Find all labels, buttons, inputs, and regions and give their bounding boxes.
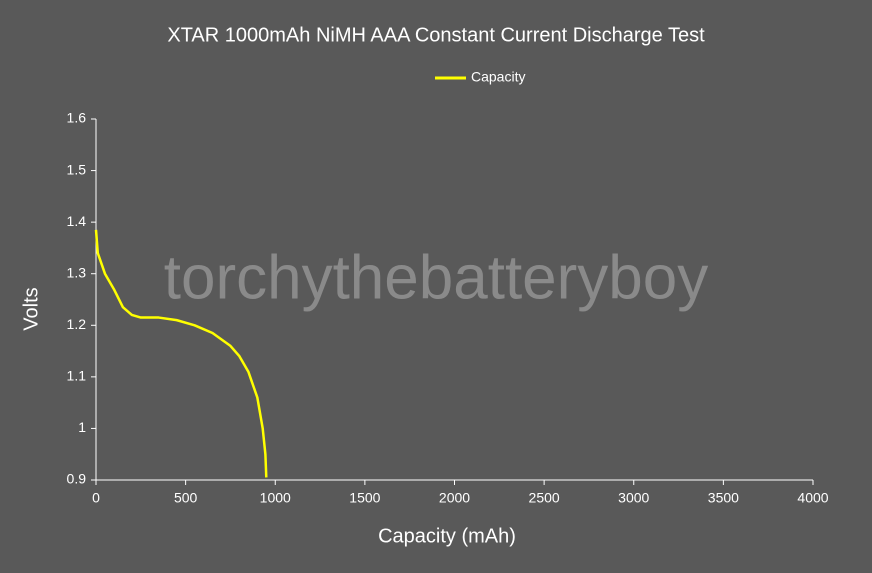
x-tick-label: 2000 — [439, 490, 470, 506]
y-tick-label: 0.9 — [67, 471, 87, 487]
x-tick-label: 500 — [174, 490, 198, 506]
x-tick-label: 2500 — [529, 490, 560, 506]
y-tick-label: 1 — [78, 419, 86, 435]
x-tick-label: 1500 — [349, 490, 380, 506]
y-axis-label: Volts — [20, 287, 42, 330]
x-tick-label: 1000 — [260, 490, 291, 506]
y-tick-label: 1.1 — [67, 368, 87, 384]
chart-title: XTAR 1000mAh NiMH AAA Constant Current D… — [167, 24, 705, 46]
y-tick-label: 1.5 — [67, 161, 87, 177]
y-tick-label: 1.6 — [67, 110, 87, 126]
x-tick-label: 0 — [92, 490, 100, 506]
legend-label: Capacity — [471, 69, 525, 85]
y-tick-label: 1.3 — [67, 264, 87, 280]
watermark: torchythebatteryboy — [164, 243, 709, 312]
x-tick-label: 4000 — [797, 490, 828, 506]
x-axis-label: Capacity (mAh) — [378, 525, 516, 547]
x-tick-label: 3000 — [618, 490, 649, 506]
data-line — [94, 229, 268, 478]
x-tick-label: 3500 — [708, 490, 739, 506]
y-tick-label: 1.4 — [67, 213, 87, 229]
y-tick-label: 1.2 — [67, 316, 87, 332]
